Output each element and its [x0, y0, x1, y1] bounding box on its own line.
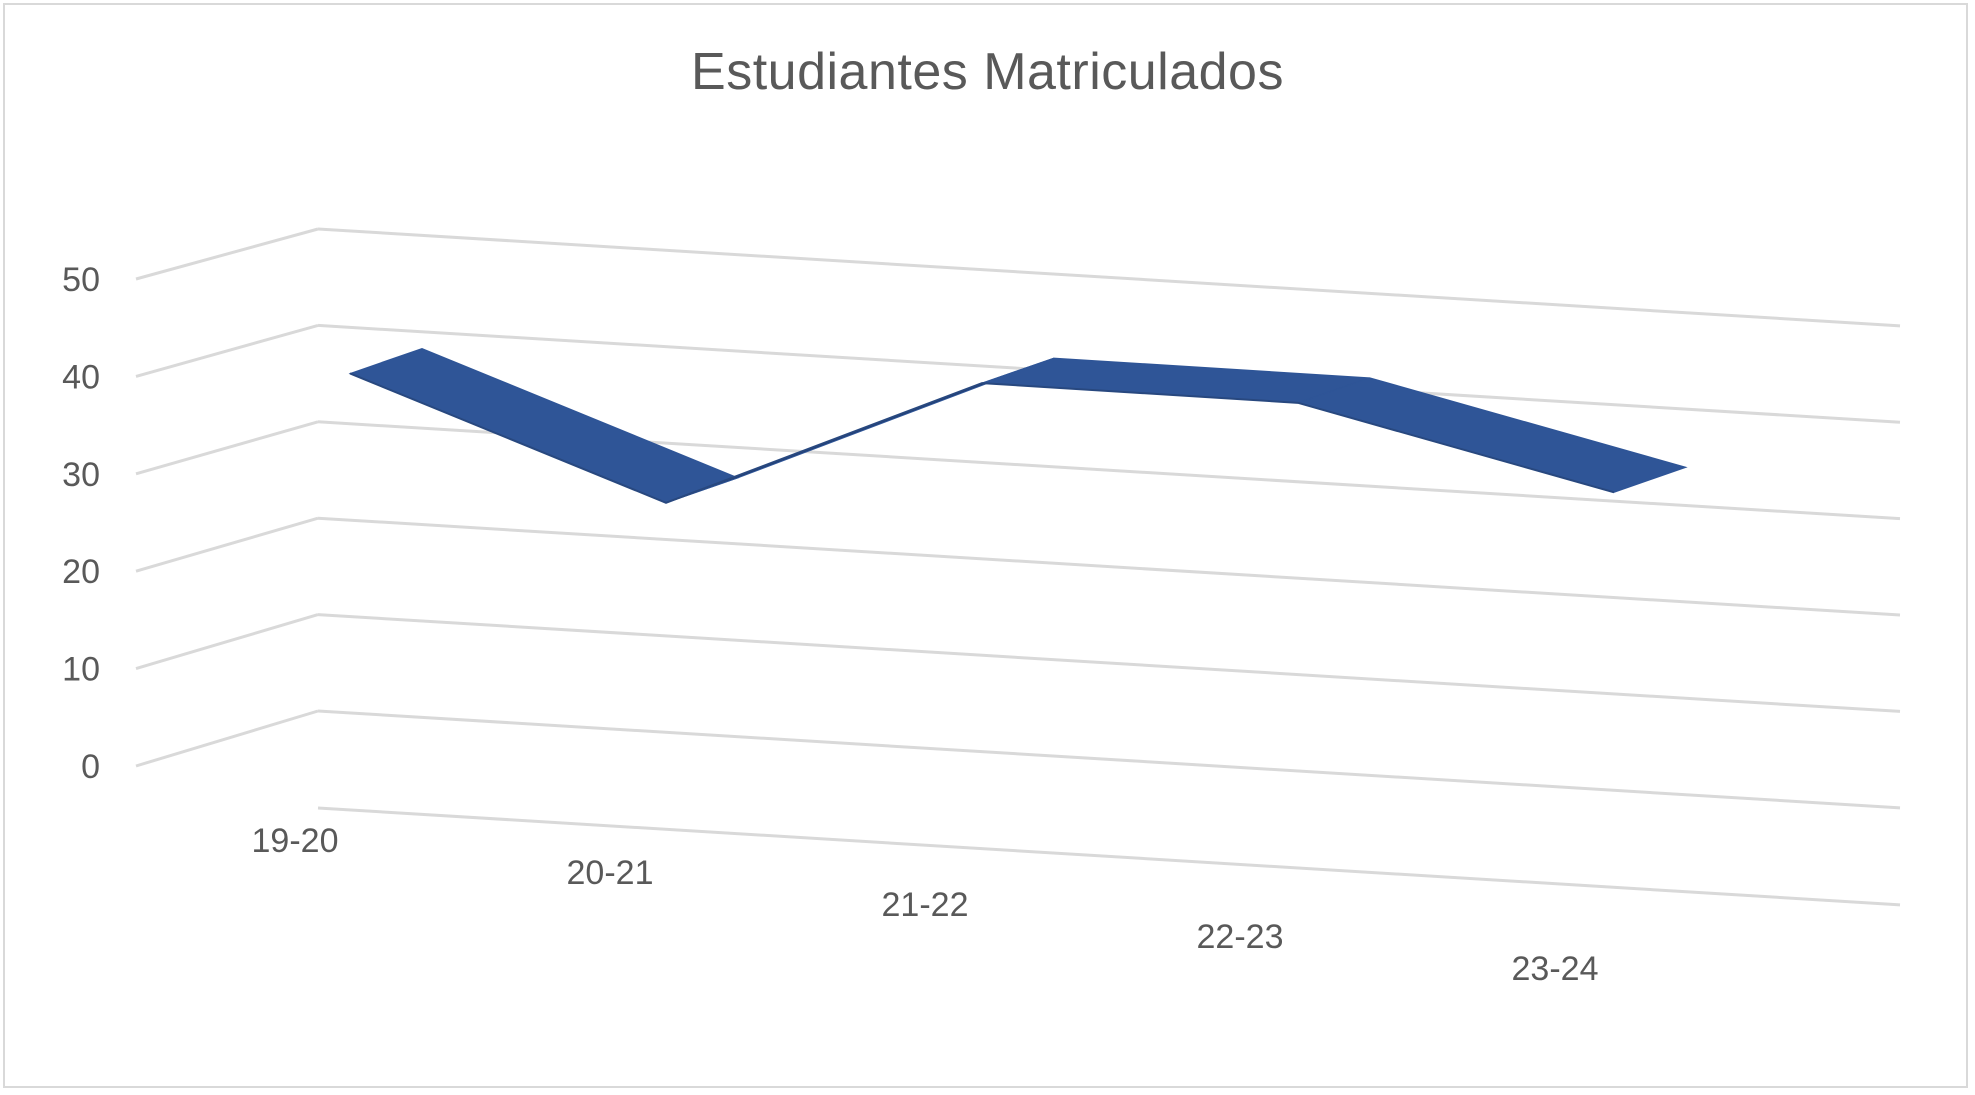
side-gridline: [135, 420, 319, 476]
grid-layer: [135, 227, 1901, 907]
y-tick-label: 30: [62, 456, 100, 494]
x-tick-label: 20-21: [567, 854, 654, 892]
back-gridline: [317, 709, 1901, 810]
x-axis-ticks: 19-20 20-21 21-22 22-23 23-24: [252, 822, 1599, 988]
series-segment: [1296, 377, 1688, 493]
side-gridline: [135, 323, 319, 378]
series-layer: [348, 347, 1688, 504]
chart-frame: [3, 3, 1968, 1088]
y-axis-ticks: 0 10 20 30 40 50: [62, 261, 100, 786]
y-tick-label: 20: [62, 553, 100, 591]
side-gridline: [135, 516, 319, 573]
x-tick-label: 23-24: [1512, 950, 1599, 988]
side-gridline: [135, 709, 319, 768]
x-tick-label: 19-20: [252, 822, 339, 860]
y-tick-label: 50: [62, 261, 100, 299]
series-segment: [348, 347, 740, 504]
x-tick-label: 22-23: [1197, 918, 1284, 956]
chart-title: Estudiantes Matriculados: [691, 43, 1284, 101]
back-gridline: [317, 516, 1901, 617]
y-tick-label: 0: [81, 748, 100, 786]
side-gridline: [135, 613, 319, 671]
x-tick-label: 21-22: [882, 886, 969, 924]
series-front-edge: [349, 372, 1615, 504]
floor-front-edge: [317, 806, 1901, 907]
y-tick-label: 40: [62, 358, 100, 396]
back-gridline: [317, 227, 1901, 328]
y-tick-label: 10: [62, 651, 100, 689]
back-gridline: [317, 613, 1901, 713]
side-gridline: [135, 227, 319, 281]
